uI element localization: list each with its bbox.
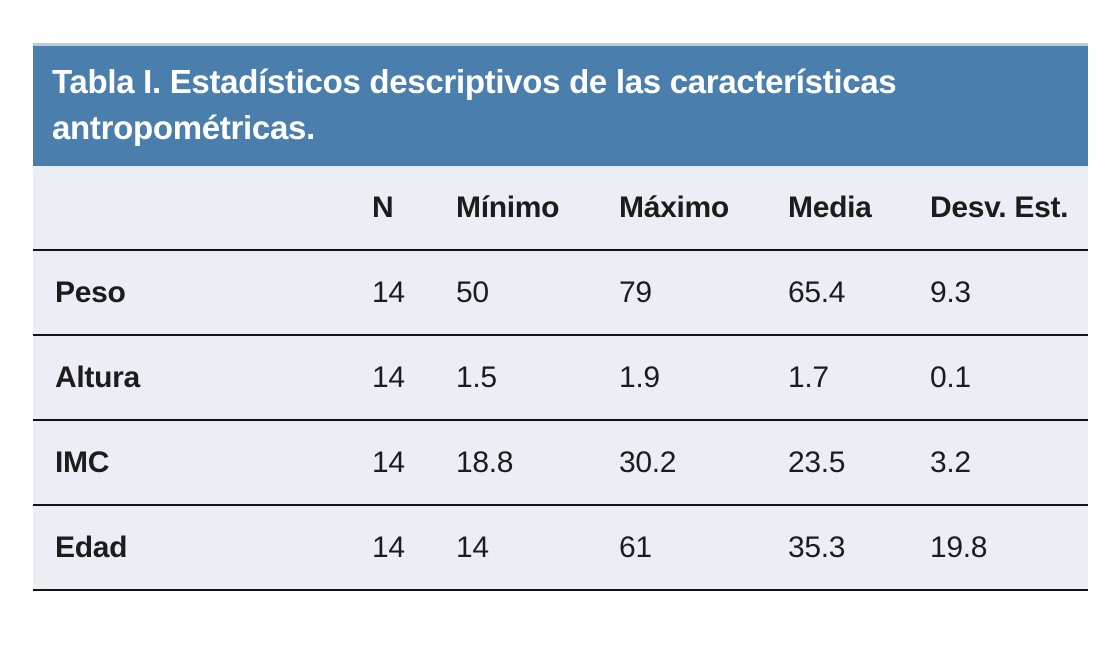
cell-maximo: 61 [619,530,652,564]
cell-media: 1.7 [788,360,829,394]
cell-maximo: 30.2 [619,445,677,479]
table-title: Tabla I. Estadísticos descriptivos de la… [52,63,897,146]
row-label: IMC [55,445,110,479]
column-header-minimo: Mínimo [456,190,560,224]
table-row-peso: Peso 14 50 79 65.4 9.3 [33,251,1088,336]
column-header-maximo: Máximo [619,190,729,224]
cell-desv-est: 19.8 [930,530,988,564]
table-title-bar: Tabla I. Estadísticos descriptivos de la… [33,43,1088,166]
cell-minimo: 1.5 [456,360,497,394]
cell-minimo: 18.8 [456,445,514,479]
row-label: Edad [55,530,128,564]
column-header-desv-est: Desv. Est. [930,190,1069,224]
cell-media: 65.4 [788,275,846,309]
cell-n: 14 [372,530,405,564]
cell-n: 14 [372,275,405,309]
row-label: Altura [55,360,140,394]
table-row-altura: Altura 14 1.5 1.9 1.7 0.1 [33,336,1088,421]
cell-media: 35.3 [788,530,846,564]
cell-media: 23.5 [788,445,846,479]
table-row-edad: Edad 14 14 61 35.3 19.8 [33,506,1088,591]
cell-n: 14 [372,445,405,479]
column-header-n: N [372,190,394,224]
cell-minimo: 14 [456,530,489,564]
table-row-imc: IMC 14 18.8 30.2 23.5 3.2 [33,421,1088,506]
cell-n: 14 [372,360,405,394]
cell-desv-est: 3.2 [930,445,971,479]
statistics-table: Tabla I. Estadísticos descriptivos de la… [33,43,1088,591]
row-label: Peso [55,275,126,309]
table-column-header-row: N Mínimo Máximo Media Desv. Est. [33,166,1088,251]
cell-minimo: 50 [456,275,489,309]
cell-desv-est: 9.3 [930,275,971,309]
cell-maximo: 1.9 [619,360,660,394]
cell-maximo: 79 [619,275,652,309]
column-header-media: Media [788,190,872,224]
cell-desv-est: 0.1 [930,360,971,394]
